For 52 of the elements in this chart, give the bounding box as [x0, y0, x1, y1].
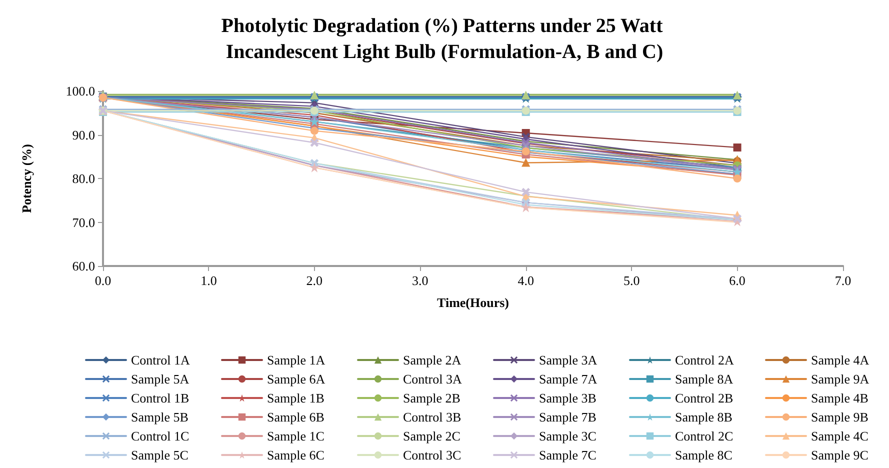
legend-label: Sample 4A — [811, 352, 870, 368]
legend-label: Control 3A — [403, 372, 462, 386]
y-tick-label: 80.0 — [72, 171, 95, 186]
legend-label: Sample 7B — [539, 410, 597, 424]
legend-label: Sample 9A — [811, 372, 870, 386]
legend-label: Control 3C — [403, 448, 462, 462]
legend-label: Sample 2A — [403, 352, 462, 368]
legend-label: Sample 9B — [811, 410, 869, 424]
legend-label: Sample 1A — [267, 352, 326, 368]
legend-label: Sample 1C — [267, 428, 324, 444]
x-tick-label: 5.0 — [623, 273, 640, 288]
legend-label: Sample 2C — [403, 428, 460, 444]
legend-label: Control 2B — [675, 390, 734, 406]
legend-label: Control 2C — [675, 428, 734, 444]
legend-label: Control 1B — [131, 390, 190, 406]
legend-label: Sample 6A — [267, 372, 326, 386]
y-axis-title: Potency (%) — [19, 144, 34, 213]
legend-label: Control 1C — [131, 428, 190, 444]
legend-label: Sample 9C — [811, 448, 868, 462]
y-tick-label: 70.0 — [72, 214, 95, 230]
legend-label: Control 2A — [675, 352, 734, 368]
x-tick-label: 3.0 — [412, 273, 428, 288]
legend-label: Sample 3B — [539, 390, 597, 406]
legend-label: Sample 8B — [675, 410, 733, 424]
legend-label: Sample 1B — [267, 390, 325, 406]
legend-label: Control 1A — [131, 352, 190, 368]
legend-label: Sample 6B — [267, 410, 325, 424]
legend-label: Sample 3A — [539, 352, 598, 368]
x-tick-label: 2.0 — [306, 273, 323, 288]
y-tick-label: 100.0 — [66, 84, 95, 98]
chart-title: Photolytic Degradation (%) Patterns under 25 Watt Incandescent Light Bulb (Formulation-A, B and C) — [221, 15, 668, 63]
x-tick-label: 1.0 — [200, 273, 217, 288]
legend-label: Sample 6C — [267, 448, 324, 462]
y-tick-label: 60.0 — [72, 258, 95, 274]
legend-label: Sample 4C — [811, 428, 868, 444]
x-tick-label: 6.0 — [729, 273, 746, 288]
x-axis-title: Time(Hours) — [437, 295, 509, 310]
legend-label: Control 3B — [403, 410, 462, 424]
legend-label: Sample 7A — [539, 372, 598, 386]
legend-label: Sample 8A — [675, 372, 734, 386]
legend-label: Sample 7C — [539, 448, 596, 462]
legend-label: Sample 4B — [811, 390, 869, 406]
legend-label: Sample 8C — [675, 448, 732, 462]
legend-label: Sample 3C — [539, 428, 596, 444]
legend-label: Sample 5B — [131, 410, 189, 424]
y-tick-label: 90.0 — [72, 127, 95, 142]
x-tick-label: 7.0 — [834, 273, 852, 288]
legend-label: Sample 5C — [131, 448, 188, 462]
x-tick-label: 4.0 — [518, 273, 534, 288]
legend-label: Sample 2B — [403, 390, 461, 406]
legend-label: Sample 5A — [131, 372, 190, 386]
x-tick-label: 0.0 — [94, 273, 112, 288]
